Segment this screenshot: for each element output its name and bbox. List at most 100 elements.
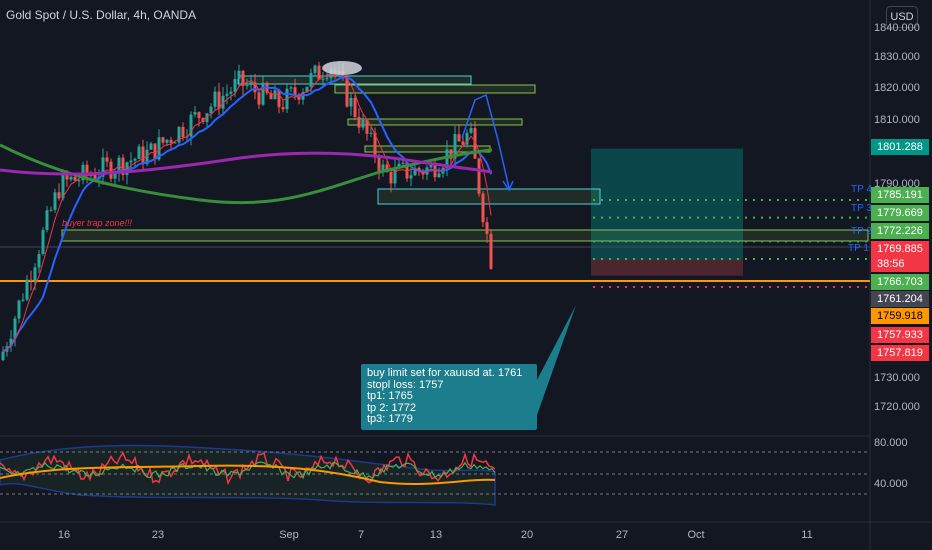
candle-body [33, 267, 37, 281]
candle-body [153, 143, 157, 160]
candle-body [393, 167, 397, 184]
candle-body [77, 180, 81, 182]
candle-body [469, 128, 473, 133]
tp-label: TP 1 [848, 243, 869, 254]
oscillator-green-line [0, 461, 496, 480]
candle-body [385, 164, 389, 172]
candle-body [473, 128, 477, 159]
candle-body [481, 193, 485, 223]
target-zone [591, 148, 743, 259]
candle-body [1, 351, 5, 361]
candle-body [205, 113, 209, 123]
candle-body [25, 279, 29, 300]
time-axis-label: 27 [615, 529, 629, 541]
candle-body [281, 107, 285, 110]
candle-body [377, 157, 381, 172]
candle-body [169, 139, 173, 144]
candle-body [245, 85, 249, 87]
candle-body [241, 70, 245, 86]
candle-body [273, 90, 277, 100]
candle-body [93, 174, 97, 179]
countdown-tag: 38:56 [871, 256, 929, 272]
candle-body [101, 157, 105, 177]
candle-body [45, 210, 49, 230]
zone-box [61, 229, 869, 242]
candle-body [369, 132, 373, 134]
candle-body [29, 279, 33, 281]
time-axis-label: Sep [279, 529, 299, 541]
candle-body [353, 97, 357, 117]
ma-purple-line [0, 151, 493, 176]
candle-body [313, 65, 317, 73]
price-tag: 1772.226 [871, 223, 929, 239]
candle-body [381, 164, 385, 172]
price-axis-label: 1730.000 [874, 372, 920, 384]
price-tag: 1759.918 [871, 308, 929, 324]
tp-label: TP 2 [851, 226, 872, 237]
price-tag: 1785.191 [871, 187, 929, 203]
candle-body [361, 119, 365, 128]
zone-box [334, 84, 536, 94]
candle-body [345, 76, 349, 107]
symbol-title: Gold Spot / U.S. Dollar, 4h, OANDA [6, 8, 197, 22]
candle-body [17, 300, 21, 319]
candle-body [457, 134, 461, 142]
candle-body [297, 94, 301, 100]
projection-arrowhead [502, 180, 514, 192]
time-axis-label: 23 [151, 529, 165, 541]
candle-body [261, 82, 265, 105]
candle-body [225, 93, 229, 96]
candle-body [237, 70, 241, 80]
candle-body [61, 173, 65, 199]
candle-body [365, 119, 369, 134]
candle-body [21, 299, 25, 301]
candle-body [417, 167, 421, 172]
candle-body [317, 65, 321, 80]
candle-body [221, 95, 225, 109]
candle-body [249, 82, 253, 86]
candle-body [85, 164, 89, 176]
candle-body [113, 172, 117, 179]
candle-body [257, 92, 261, 105]
trade-note-callout[interactable]: buy limit set for xauusd at. 1761 stopl … [361, 364, 537, 430]
candle-body [9, 338, 13, 347]
candle-body [57, 192, 61, 199]
oscillator-orange-line [0, 464, 496, 485]
candle-body [397, 163, 401, 168]
candle-body [209, 106, 213, 114]
candle-body [253, 82, 257, 93]
candle-body [389, 171, 393, 184]
oscillator-axis-label: 80.000 [874, 437, 908, 449]
candle-body [133, 158, 137, 161]
candle-body [105, 157, 109, 162]
ema-blue-line [2, 75, 492, 353]
oscillator-red-line [0, 451, 496, 486]
price-tag: 1757.819 [871, 345, 929, 361]
candle-body [65, 173, 69, 180]
candle-body [373, 132, 377, 158]
price-tag: 1779.669 [871, 205, 929, 221]
candle-body [161, 137, 165, 143]
price-axis-label: 1830.000 [874, 51, 920, 63]
projection-path [461, 93, 510, 189]
candle-body [233, 79, 237, 92]
price-tag: 1766.703 [871, 274, 929, 290]
oscillator-band [0, 444, 496, 506]
candle-body [197, 112, 201, 119]
candle-body [349, 97, 353, 107]
callout-pointer [537, 305, 576, 415]
price-tag: 1801.288 [871, 139, 929, 155]
candle-body [181, 126, 185, 137]
oscillator-axis-label: 40.000 [874, 478, 908, 490]
candle-body [37, 253, 41, 268]
candle-body [189, 114, 193, 137]
candle-body [289, 87, 293, 89]
price-axis-label: 1810.000 [874, 114, 920, 126]
candle-body [213, 91, 217, 107]
candle-body [165, 139, 169, 143]
price-tag: 1757.933 [871, 327, 929, 343]
currency-button[interactable]: USD [886, 6, 918, 28]
candle-body [325, 77, 329, 79]
candle-body [429, 163, 433, 168]
